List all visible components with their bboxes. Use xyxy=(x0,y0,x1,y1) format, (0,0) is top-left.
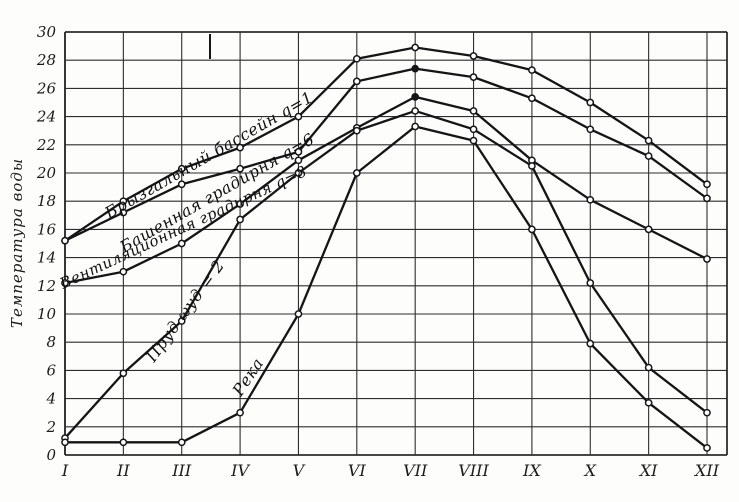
data-point-marker xyxy=(119,267,128,276)
series-line-1 xyxy=(63,67,709,242)
data-point-marker xyxy=(644,152,653,160)
y-tick-label: 16 xyxy=(37,220,57,238)
data-point-marker xyxy=(411,107,420,115)
data-point-marker xyxy=(644,136,653,145)
data-point-marker xyxy=(411,43,420,52)
data-point-marker xyxy=(469,73,478,81)
data-point-marker xyxy=(586,339,595,348)
x-tick-label: III xyxy=(171,461,192,480)
data-point-marker xyxy=(177,180,186,189)
y-tick-label: 18 xyxy=(37,192,56,210)
data-point-marker xyxy=(119,197,128,206)
y-tick-label: 4 xyxy=(45,390,56,408)
x-tick-label: IV xyxy=(230,461,250,480)
y-tick-label: 8 xyxy=(46,333,56,351)
data-point-marker xyxy=(236,200,244,208)
y-tick-label: 22 xyxy=(36,136,56,154)
data-point-marker xyxy=(469,107,478,115)
data-point-marker xyxy=(411,122,420,131)
data-point-marker xyxy=(528,94,536,103)
data-point-marker xyxy=(644,225,653,234)
y-axis-title: Температура воды xyxy=(8,157,26,329)
data-point-marker xyxy=(703,180,711,189)
data-point-marker xyxy=(586,195,595,204)
x-tick-label: VIII xyxy=(458,461,489,480)
series-line-0 xyxy=(63,46,709,242)
data-point-marker xyxy=(586,98,595,107)
x-tick-label: XII xyxy=(693,461,720,480)
series-line-3 xyxy=(63,109,709,440)
y-tick-label: 2 xyxy=(45,418,56,436)
data-point-marker xyxy=(586,125,595,134)
data-point-marker xyxy=(352,169,361,177)
data-point-marker xyxy=(236,408,244,417)
data-point-marker xyxy=(294,112,303,121)
data-point-marker xyxy=(294,310,303,318)
data-point-marker xyxy=(61,236,69,245)
y-tick-label: 10 xyxy=(37,305,57,323)
x-tick-label: X xyxy=(583,461,597,480)
data-point-marker xyxy=(469,136,478,145)
data-point-marker xyxy=(352,77,361,86)
y-tick-label: 0 xyxy=(46,446,56,464)
data-point-marker xyxy=(352,126,361,135)
data-point-marker xyxy=(294,148,303,156)
data-point-marker xyxy=(411,64,420,73)
x-tick-label: XI xyxy=(638,461,658,480)
data-point-marker xyxy=(703,194,711,203)
data-point-marker xyxy=(528,225,536,234)
x-tick-label: I xyxy=(61,461,69,480)
y-tick-label: 20 xyxy=(36,164,57,182)
data-point-marker xyxy=(703,255,711,263)
data-point-marker xyxy=(294,169,303,177)
series-label-3: Пруд ωуд = 2 xyxy=(141,256,228,366)
x-tick-label: IX xyxy=(522,461,541,480)
data-point-marker xyxy=(411,93,420,101)
data-point-marker xyxy=(644,363,653,372)
data-point-marker xyxy=(177,317,186,325)
x-tick-label: VII xyxy=(403,461,428,480)
data-point-marker xyxy=(469,125,478,134)
series-line-4 xyxy=(63,125,709,450)
data-point-marker xyxy=(177,438,186,447)
y-tick-label: 14 xyxy=(37,249,56,267)
data-point-marker xyxy=(352,54,361,63)
data-point-marker xyxy=(119,369,128,378)
data-point-marker xyxy=(177,239,186,248)
data-point-marker xyxy=(119,208,128,217)
data-point-marker xyxy=(236,164,244,173)
y-tick-label: 28 xyxy=(36,51,56,69)
data-point-marker xyxy=(703,408,711,417)
data-point-marker xyxy=(528,66,536,74)
series-line-2 xyxy=(63,95,709,285)
data-point-marker xyxy=(703,444,711,452)
x-tick-label: V xyxy=(293,461,306,480)
data-point-marker xyxy=(119,438,128,447)
data-point-marker xyxy=(236,143,244,152)
x-tick-label: II xyxy=(116,461,130,480)
y-tick-label: 12 xyxy=(37,277,56,295)
data-point-marker xyxy=(236,215,244,224)
data-point-marker xyxy=(469,52,478,60)
data-point-marker xyxy=(294,156,303,165)
data-point-marker xyxy=(61,279,69,287)
y-tick-label: 24 xyxy=(36,108,56,126)
data-point-marker xyxy=(528,162,536,170)
y-tick-label: 26 xyxy=(36,79,57,97)
data-point-marker xyxy=(177,164,186,173)
y-tick-label: 6 xyxy=(46,361,56,379)
y-tick-label: 30 xyxy=(37,23,57,41)
x-tick-label: VI xyxy=(348,461,367,480)
data-point-marker xyxy=(586,279,595,287)
data-point-marker xyxy=(644,398,653,407)
data-point-marker xyxy=(61,438,69,447)
